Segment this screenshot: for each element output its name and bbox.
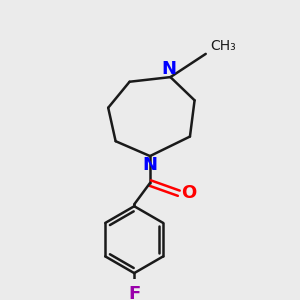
Text: F: F	[128, 284, 140, 300]
Text: N: N	[142, 156, 158, 174]
Text: O: O	[182, 184, 196, 202]
Text: N: N	[161, 60, 176, 78]
Text: CH₃: CH₃	[210, 39, 236, 53]
